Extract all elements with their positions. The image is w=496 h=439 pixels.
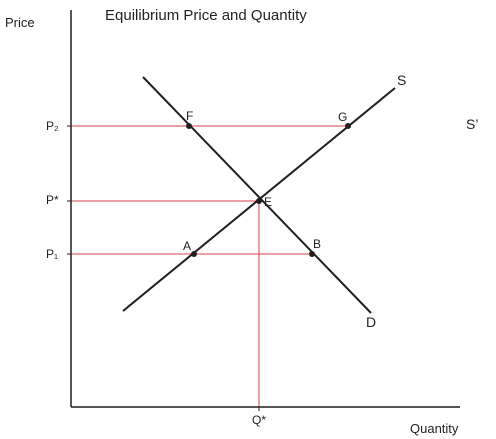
point [309,251,315,257]
title: Equilibrium Price and Quantity [105,7,307,24]
curve-label: S [397,72,406,88]
point-label: E [264,195,272,209]
y-axis-label: Price [5,15,35,30]
point-label: G [338,110,347,124]
point [345,123,351,129]
price-label: P₂ [46,119,59,133]
point [186,123,192,129]
point [191,251,197,257]
point-label: F [186,109,193,123]
quantity-label: Q* [252,413,266,427]
point [256,198,262,204]
point-label: A [183,239,191,253]
price-label: P* [46,193,59,207]
x-axis-label: Quantity [410,421,459,436]
point-label: B [313,237,321,251]
price-label: P₁ [46,247,58,261]
demand-curve [142,76,372,314]
curve-label: S’ [466,116,478,132]
curve-label: D [366,314,376,330]
